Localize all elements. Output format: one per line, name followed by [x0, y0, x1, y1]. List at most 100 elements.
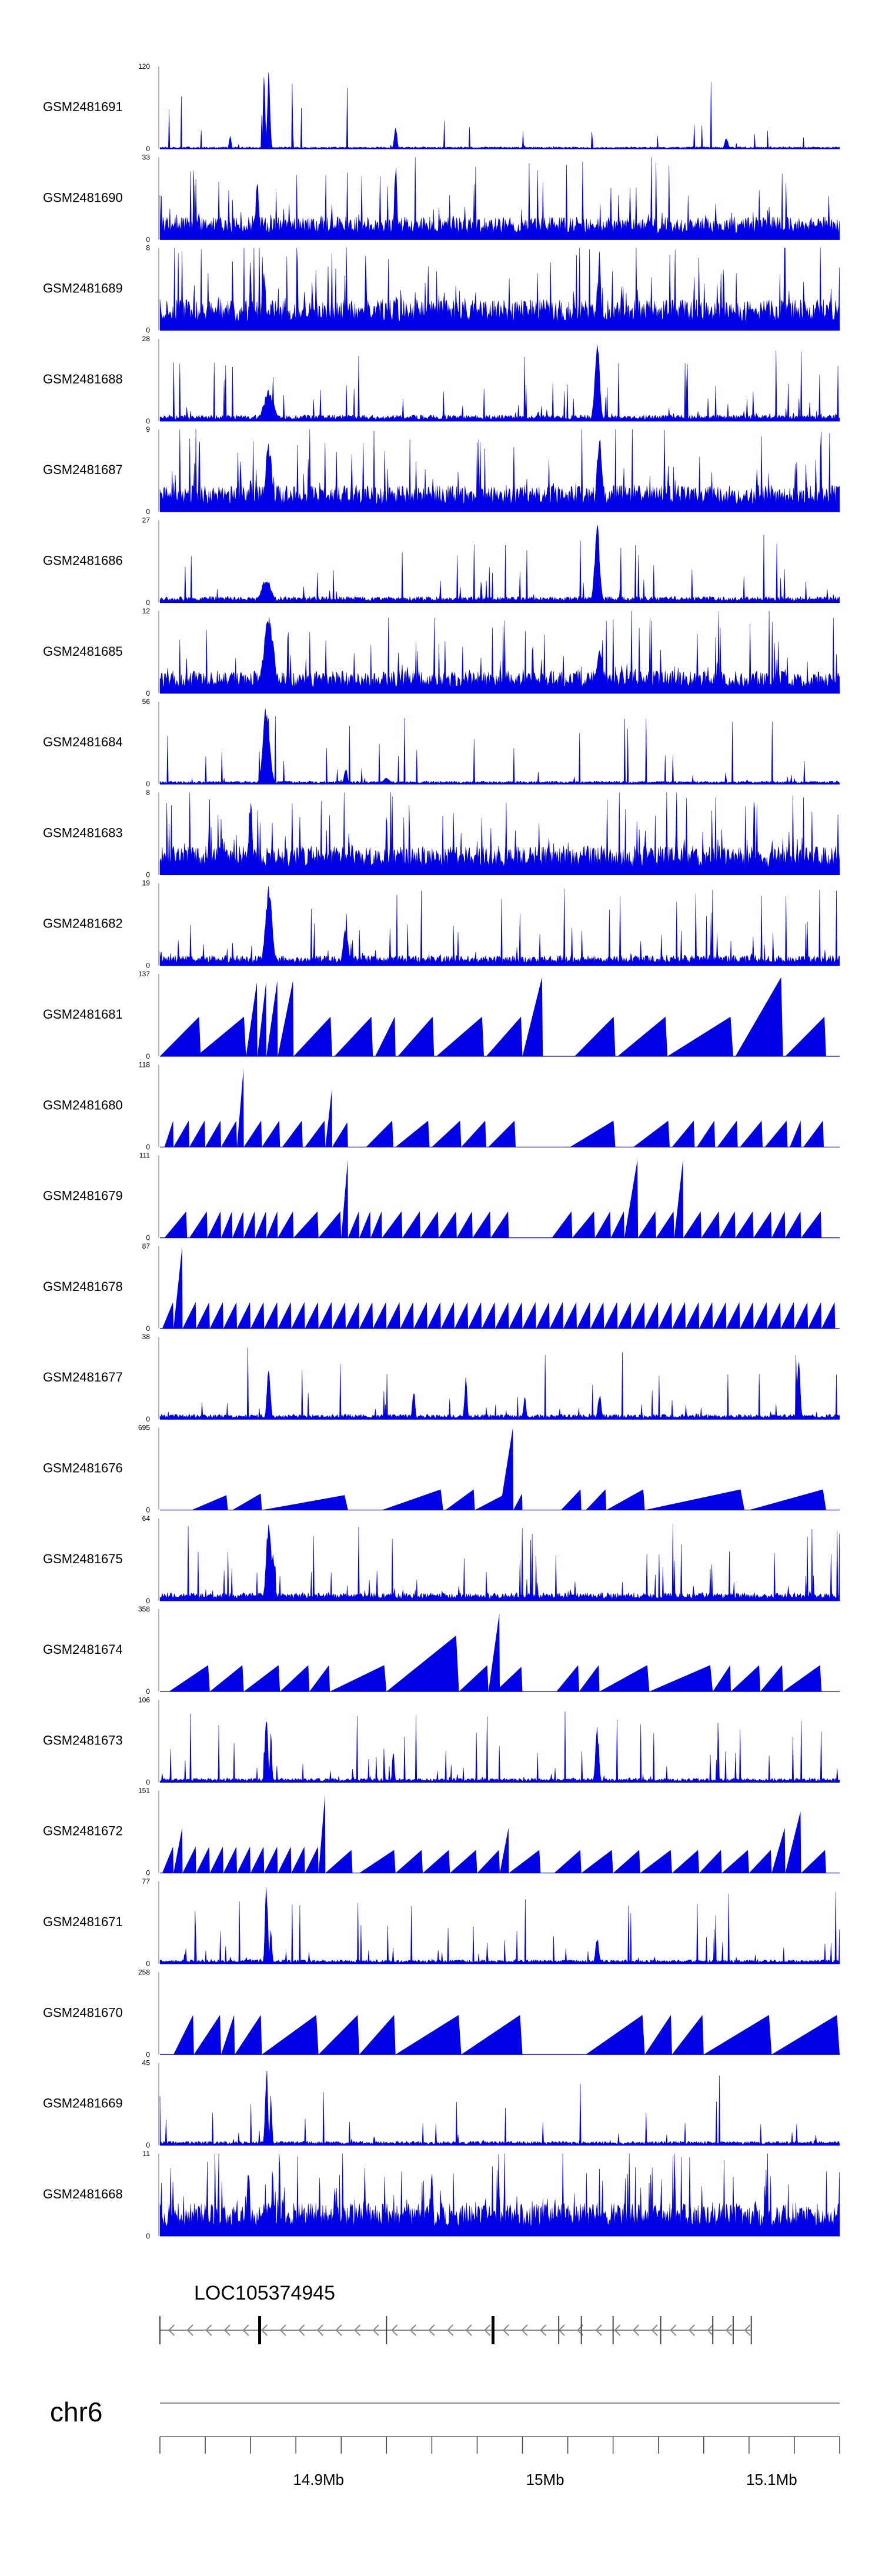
chromosome-axis: chr6 14.9Mb 15Mb 15.1Mb — [50, 2397, 840, 2488]
y-max-label: 258 — [138, 1968, 150, 1976]
strand-arrow — [168, 2324, 175, 2336]
y-min-label: 0 — [146, 962, 150, 970]
track-GSM2481682: GSM2481682 19 0 — [43, 879, 840, 970]
y-min-label: 0 — [146, 2232, 150, 2240]
y-max-label: 137 — [138, 970, 150, 978]
strand-arrow — [595, 2324, 602, 2336]
chromosome-label: chr6 — [50, 2397, 102, 2427]
track-GSM2481686: GSM2481686 27 0 — [43, 516, 840, 607]
y-max-label: 28 — [142, 335, 151, 343]
track-GSM2481689: GSM2481689 8 0 — [43, 244, 840, 335]
strand-arrow — [260, 2324, 268, 2336]
strand-arrow — [670, 2324, 677, 2336]
strand-arrow — [316, 2324, 323, 2336]
track-label: GSM2481684 — [43, 735, 123, 749]
y-max-label: 106 — [138, 1696, 150, 1704]
y-max-label: 151 — [138, 1787, 150, 1795]
track-GSM2481673: GSM2481673 106 0 — [43, 1696, 840, 1786]
track-GSM2481681: GSM2481681 137 0 — [43, 970, 840, 1060]
coverage-signal — [159, 1524, 840, 1601]
strand-arrow — [632, 2324, 640, 2336]
tick-label: 14.9Mb — [293, 2471, 344, 2488]
coverage-signal — [159, 429, 840, 512]
coverage-segments — [164, 1069, 824, 1147]
strand-arrow — [242, 2324, 249, 2336]
track-label: GSM2481689 — [43, 281, 123, 296]
track-label: GSM2481685 — [43, 644, 123, 659]
track-GSM2481668: GSM2481668 11 0 — [43, 2150, 840, 2240]
y-max-label: 38 — [142, 1333, 151, 1341]
y-min-label: 0 — [146, 1869, 150, 1877]
coverage-segments — [191, 1427, 826, 1510]
strand-arrow — [614, 2324, 621, 2336]
track-GSM2481676: GSM2481676 695 0 — [43, 1424, 840, 1514]
y-max-label: 111 — [139, 1152, 151, 1160]
track-GSM2481683: GSM2481683 8 0 — [43, 788, 840, 879]
track-label: GSM2481678 — [43, 1279, 123, 1294]
strand-arrow — [521, 2324, 528, 2336]
track-GSM2481687: GSM2481687 9 0 — [43, 425, 840, 516]
strand-arrow — [688, 2324, 695, 2336]
y-max-label: 45 — [142, 2059, 151, 2067]
track-label: GSM2481680 — [43, 1097, 123, 1112]
y-max-label: 56 — [142, 698, 151, 706]
y-min-label: 0 — [146, 1960, 150, 1968]
strand-arrow — [279, 2324, 286, 2336]
strand-arrow — [484, 2324, 491, 2336]
track-label: GSM2481688 — [43, 372, 123, 386]
coverage-segments — [164, 1159, 822, 1238]
coverage-signal — [159, 792, 840, 875]
strand-arrow — [298, 2324, 305, 2336]
strand-arrow — [223, 2324, 230, 2336]
strand-arrow — [651, 2324, 658, 2336]
y-min-label: 0 — [146, 599, 150, 607]
strand-arrow — [446, 2324, 454, 2336]
coverage-segments — [160, 977, 826, 1056]
signal-tracks: GSM24816911200GSM2481690330GSM248168980G… — [43, 62, 840, 2240]
strand-arrow — [539, 2324, 547, 2336]
track-label: GSM2481691 — [43, 99, 123, 114]
y-min-label: 0 — [146, 1597, 150, 1605]
coverage-signal — [159, 1887, 840, 1964]
y-min-label: 0 — [146, 2050, 150, 2058]
y-max-label: 118 — [139, 1060, 150, 1069]
strand-arrow — [186, 2324, 193, 2336]
y-min-label: 0 — [146, 1143, 150, 1151]
track-GSM2481688: GSM2481688 28 0 — [43, 335, 840, 425]
y-max-label: 77 — [142, 1877, 151, 1886]
coverage-signal — [159, 610, 840, 694]
coverage-signal — [159, 2153, 840, 2237]
coverage-segments — [162, 1794, 826, 1873]
strand-arrow — [744, 2324, 751, 2336]
strand-arrow — [335, 2324, 342, 2336]
coverage-segments — [173, 2015, 840, 2055]
y-max-label: 11 — [143, 2150, 151, 2158]
y-max-label: 8 — [146, 244, 150, 252]
track-GSM2481691: GSM2481691 120 0 — [43, 62, 840, 153]
coverage-segments — [162, 1246, 836, 1329]
y-min-label: 0 — [146, 1324, 150, 1333]
y-min-label: 0 — [146, 780, 150, 788]
track-GSM2481680: GSM2481680 118 0 — [43, 1060, 840, 1151]
track-label: GSM2481669 — [43, 2096, 123, 2111]
coverage-signal — [159, 525, 840, 603]
track-GSM2481677: GSM2481677 38 0 — [43, 1333, 840, 1423]
y-max-label: 27 — [142, 516, 151, 525]
y-min-label: 0 — [146, 235, 150, 243]
strand-arrow — [725, 2324, 733, 2336]
y-max-label: 19 — [142, 879, 151, 887]
y-max-label: 9 — [146, 425, 150, 433]
coverage-signal — [159, 248, 840, 331]
track-GSM2481674: GSM2481674 358 0 — [43, 1605, 840, 1696]
coverage-signal — [159, 2071, 840, 2145]
gene-name: LOC105374945 — [194, 2282, 335, 2304]
y-min-label: 0 — [146, 1415, 150, 1423]
track-label: GSM2481672 — [43, 1824, 123, 1838]
y-max-label: 64 — [142, 1514, 151, 1523]
track-label: GSM2481674 — [43, 1642, 123, 1657]
strand-arrow — [205, 2324, 212, 2336]
track-label: GSM2481673 — [43, 1733, 123, 1747]
coverage-signal — [159, 157, 840, 240]
track-GSM2481670: GSM2481670 258 0 — [43, 1968, 840, 2058]
